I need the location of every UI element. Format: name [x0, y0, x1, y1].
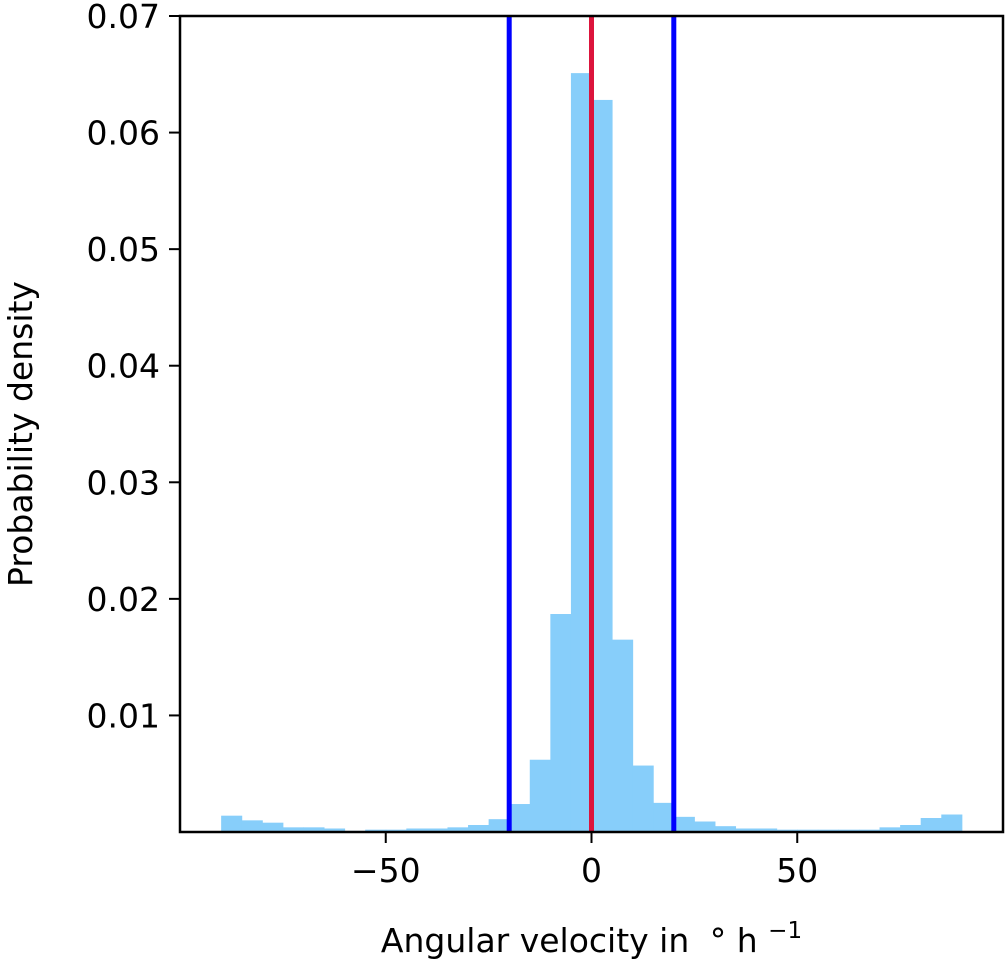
histogram-bar [324, 828, 346, 832]
histogram-bar [221, 815, 243, 832]
histogram-bar [694, 821, 716, 832]
x-tick-label: 50 [776, 851, 818, 890]
histogram-bar [714, 826, 737, 832]
histogram-bar [756, 828, 778, 832]
y-tick-label: 0.05 [87, 230, 160, 269]
y-tick-label: 0.03 [87, 463, 160, 502]
histogram-bar [447, 827, 469, 832]
histogram-bar [426, 828, 448, 832]
histogram-bar [262, 822, 284, 832]
histogram-bar [509, 804, 531, 832]
histogram-bar [900, 825, 922, 832]
reference-lines [506, 16, 677, 832]
histogram-bar [303, 827, 325, 832]
histogram-bar [550, 614, 572, 832]
y-tick-label: 0.06 [87, 114, 160, 153]
histogram-bar [406, 828, 428, 832]
x-axis-title-unit-exponent: −1 [768, 918, 802, 944]
histogram-bar [735, 828, 757, 832]
y-tick-label: 0.07 [87, 0, 160, 36]
histogram-bar [529, 759, 551, 832]
histogram-bar [488, 819, 510, 832]
y-axis-title: Probability density [1, 281, 40, 587]
x-axis-ticks: −50 0 50 [351, 832, 818, 890]
histogram-bar [591, 99, 613, 833]
histogram-bars [221, 73, 963, 833]
histogram-bar [673, 816, 695, 832]
histogram-bar [879, 827, 901, 832]
histogram-bar [468, 825, 490, 832]
x-tick-label: 0 [581, 851, 602, 890]
histogram-bar [920, 818, 942, 832]
y-axis-ticks: 0.01 0.02 0.03 0.04 0.05 0.06 0.07 [87, 0, 180, 735]
histogram-bar [653, 802, 675, 832]
y-tick-label: 0.02 [87, 580, 160, 619]
histogram-bar [941, 814, 963, 832]
histogram-bar [570, 73, 592, 833]
histogram-bar [282, 827, 304, 832]
y-tick-label: 0.01 [87, 696, 160, 735]
x-axis-title-unit: ° h [710, 921, 758, 960]
histogram-bar [612, 639, 634, 832]
histogram-bar [632, 765, 654, 832]
x-tick-label: −50 [351, 851, 421, 890]
histogram-bar [241, 820, 263, 832]
x-axis-title-text: Angular velocity in [381, 921, 689, 960]
y-tick-label: 0.04 [87, 347, 160, 386]
x-axis-title: Angular velocity in ° h −1 [381, 918, 802, 960]
